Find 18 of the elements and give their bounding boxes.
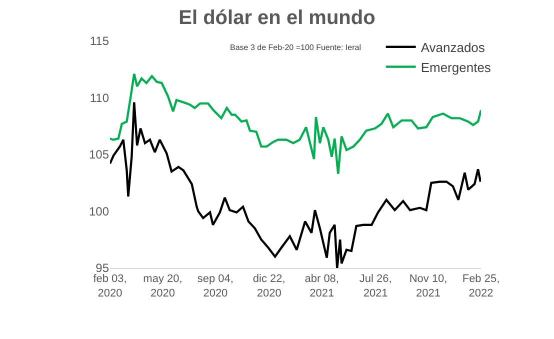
y-tick-label: 110 <box>90 90 110 105</box>
y-tick-label: 95 <box>96 261 110 276</box>
y-tick-label: 105 <box>88 148 110 162</box>
line-series <box>110 101 481 268</box>
x-tick-label: Jul 26, 2021 <box>359 273 392 300</box>
y-tick-label: 115 <box>90 34 110 48</box>
x-tick-label: Feb 25, 2022 <box>462 273 500 300</box>
x-tick-label: abr 08, 2021 <box>304 273 339 300</box>
legend-label: Emergentes <box>420 60 492 75</box>
chart-subtitle: Base 3 de Feb-20 =100 Fuente: Ieral <box>230 43 362 52</box>
y-tick-label: 100 <box>88 204 110 218</box>
x-tick-label: feb 03, 2020 <box>93 273 127 300</box>
x-tick-label: Nov 10, 2021 <box>409 273 448 300</box>
x-tick-label: dic 22, 2020 <box>252 273 286 300</box>
legend-label: Avanzados <box>420 40 486 55</box>
x-tick-label: may 20, 2020 <box>143 273 182 300</box>
x-tick-label: sep 04, 2020 <box>197 273 234 300</box>
chart-title: El dólar en el mundo <box>178 6 376 29</box>
